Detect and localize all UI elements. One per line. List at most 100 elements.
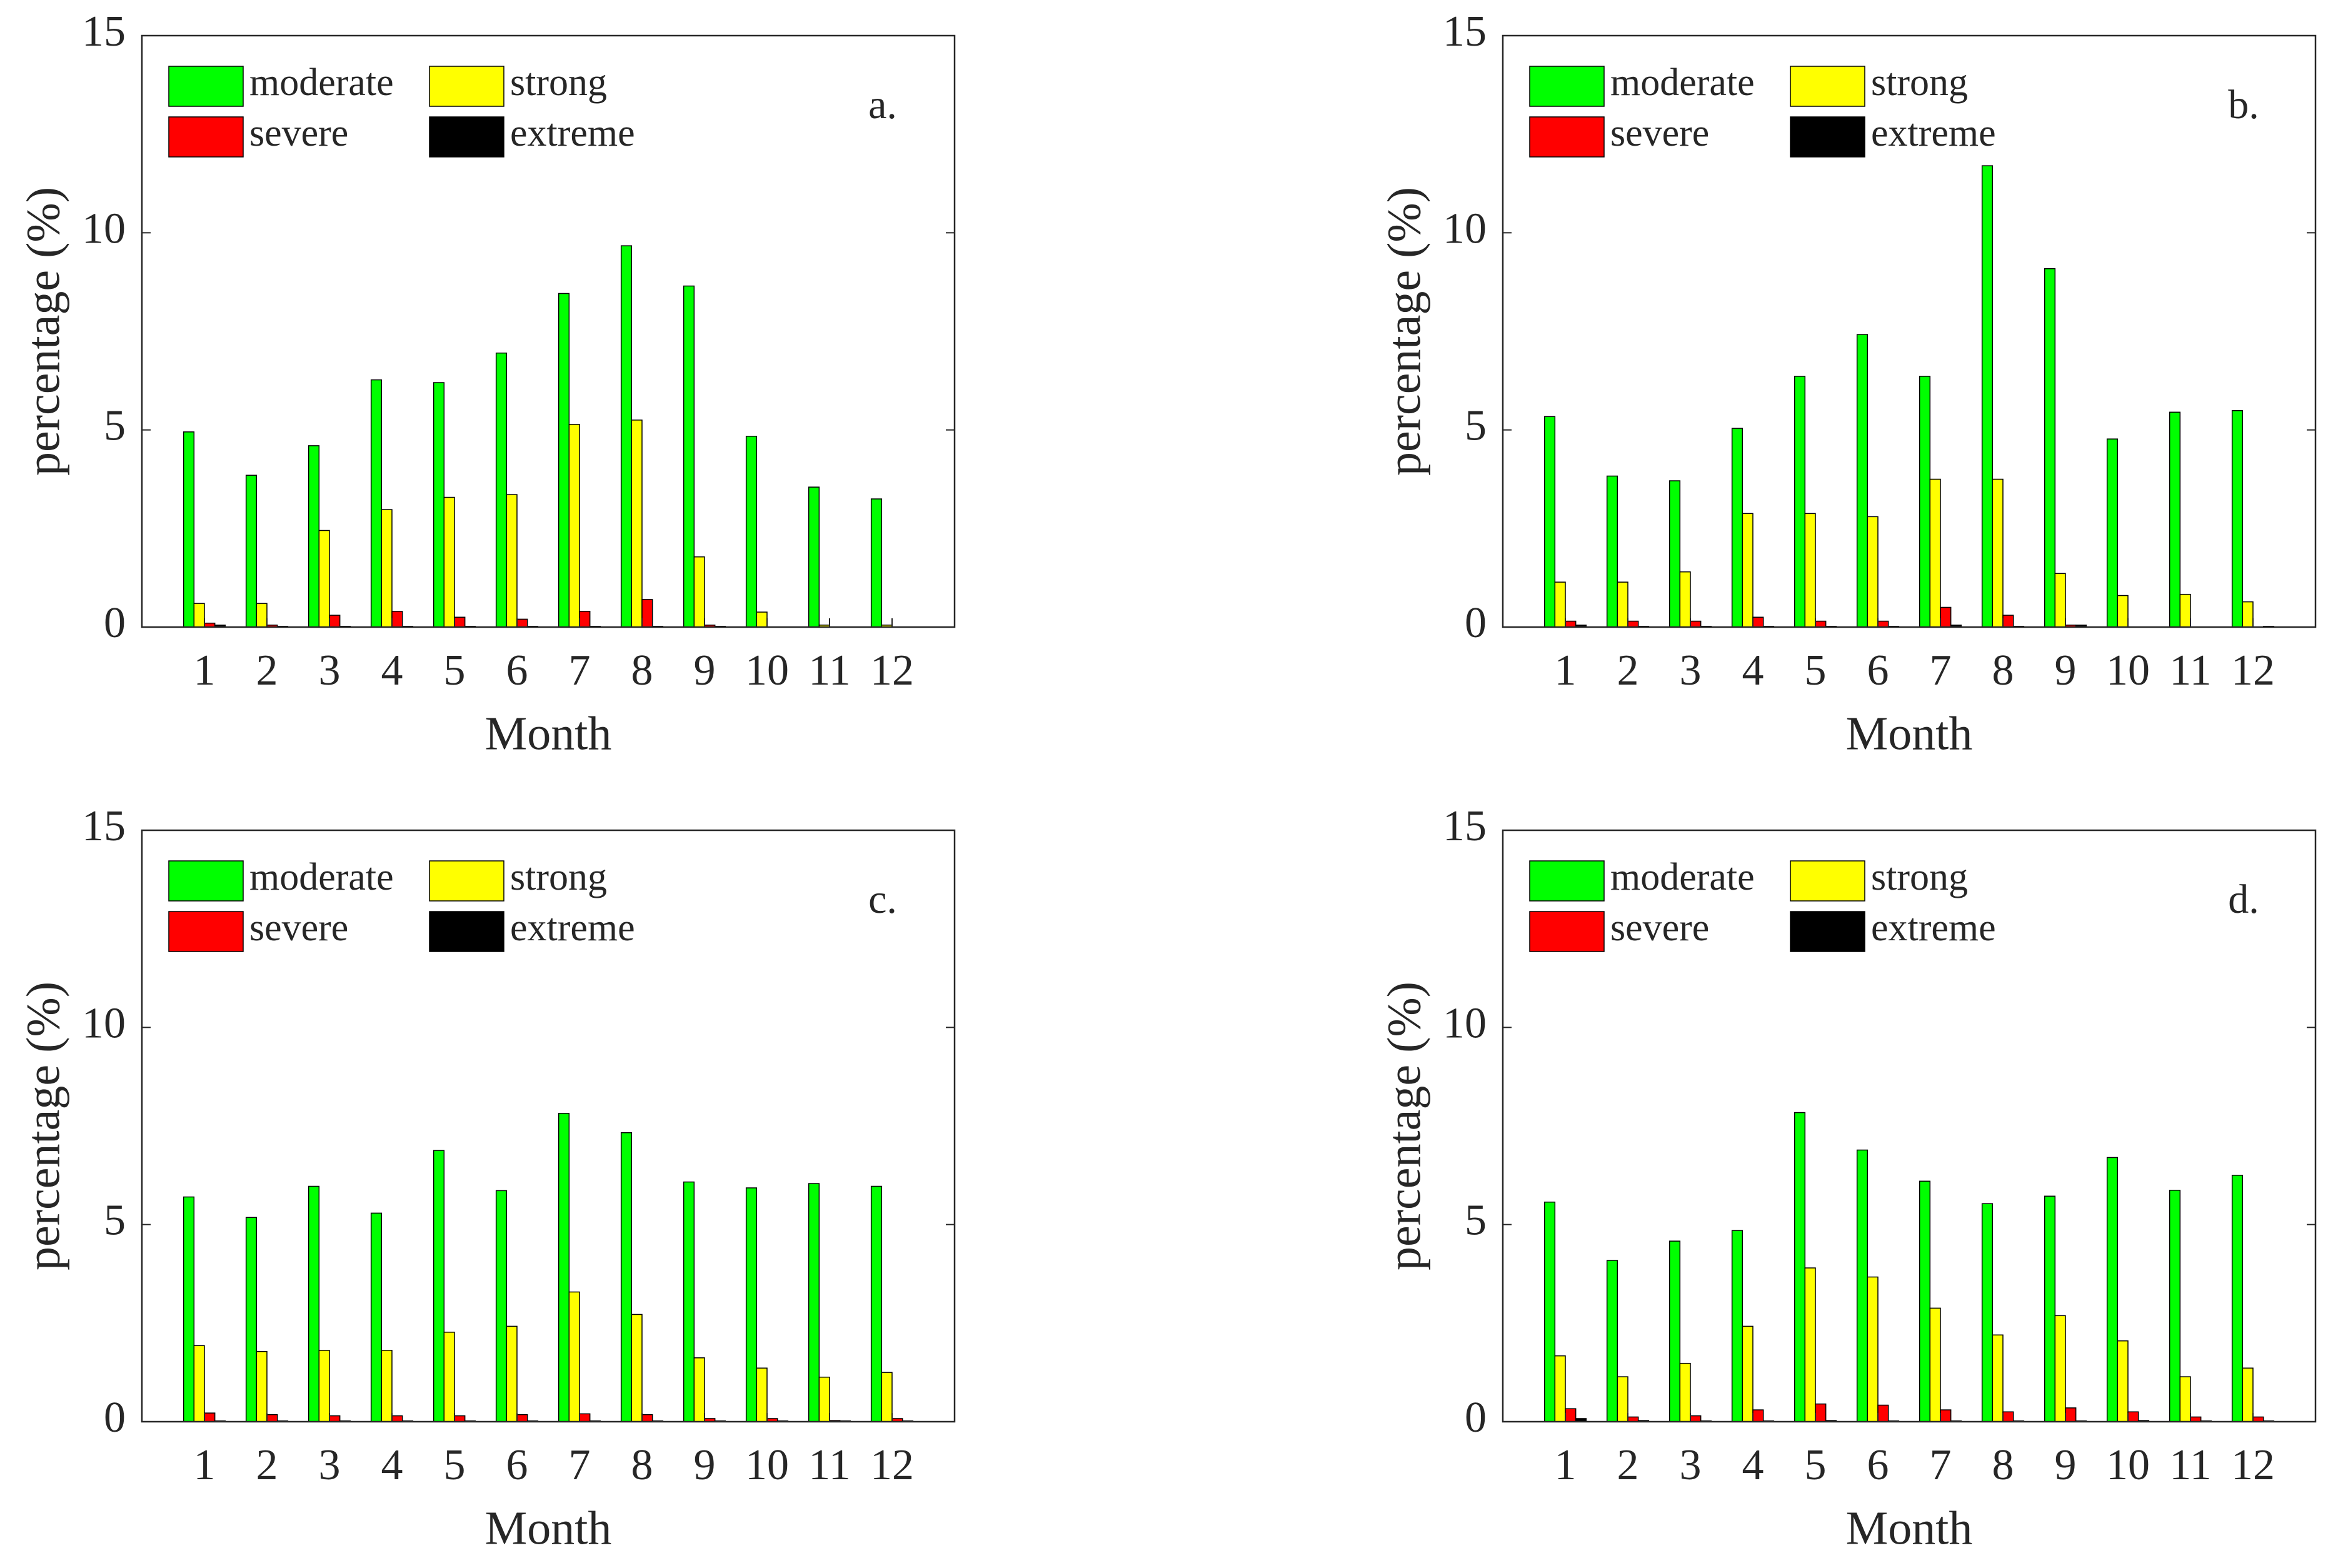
bar xyxy=(2002,615,2014,628)
bar xyxy=(183,431,195,628)
bar xyxy=(433,382,445,628)
bar xyxy=(1679,571,1691,628)
bar xyxy=(579,611,591,628)
x-tick-label: 8 xyxy=(1992,646,2014,695)
bar xyxy=(308,445,320,628)
bar xyxy=(620,245,633,628)
bar xyxy=(1992,1334,2004,1422)
bar xyxy=(1742,1325,1754,1422)
x-tick-label: 7 xyxy=(569,646,591,695)
bar xyxy=(1543,416,1556,628)
bar xyxy=(308,1185,320,1422)
legend-label: moderate xyxy=(1610,61,1755,104)
bar xyxy=(1794,1112,1806,1422)
y-axis-label: percentage (%) xyxy=(1378,982,1430,1270)
x-tick-label: 2 xyxy=(256,646,278,695)
legend-label: extreme xyxy=(510,907,635,949)
bar xyxy=(1668,480,1681,628)
legend-swatch xyxy=(1790,116,1865,158)
bar xyxy=(454,1415,466,1422)
y-tick-label: 10 xyxy=(1443,204,1487,253)
x-tick-label: 5 xyxy=(444,646,466,695)
x-tick-label: 1 xyxy=(194,646,216,695)
legend-label: severe xyxy=(249,907,348,949)
bar xyxy=(256,603,268,628)
legend-label: extreme xyxy=(1871,907,1996,949)
legend-swatch xyxy=(1529,116,1605,158)
bar xyxy=(579,1413,591,1422)
x-tick-label: 3 xyxy=(319,646,341,695)
bar xyxy=(204,1412,216,1422)
y-tick-label: 0 xyxy=(1465,1394,1487,1442)
x-tick-label: 1 xyxy=(1555,1441,1577,1489)
bar xyxy=(318,1350,330,1422)
bar xyxy=(1742,513,1754,628)
legend-swatch xyxy=(1529,66,1605,107)
bar xyxy=(516,618,528,628)
legend-label: strong xyxy=(510,856,607,898)
bar xyxy=(1690,620,1702,628)
legend-label: moderate xyxy=(1610,856,1755,898)
bar xyxy=(2106,1157,2119,1422)
bar xyxy=(2179,593,2191,628)
panel-label: d. xyxy=(2228,877,2259,922)
x-tick-label: 3 xyxy=(1680,1441,1702,1489)
legend-swatch xyxy=(168,66,244,107)
legend-swatch xyxy=(1790,860,1865,902)
bar xyxy=(193,603,205,628)
x-tick-label: 5 xyxy=(1805,1441,1827,1489)
bar xyxy=(2179,1376,2191,1422)
x-tick-label: 8 xyxy=(631,1441,653,1489)
bar xyxy=(2169,411,2181,628)
x-tick-label: 4 xyxy=(1742,1441,1764,1489)
legend-label: moderate xyxy=(249,61,394,104)
bar xyxy=(641,1414,653,1422)
panel-label: b. xyxy=(2228,82,2259,128)
bar xyxy=(1554,1355,1566,1422)
x-tick-label: 6 xyxy=(506,646,528,695)
y-tick-label: 0 xyxy=(1465,599,1487,647)
bar xyxy=(443,496,455,628)
axes-box xyxy=(141,829,956,1423)
x-tick-label: 11 xyxy=(808,646,850,695)
legend-swatch xyxy=(429,66,504,107)
legend-swatch xyxy=(1790,66,1865,107)
bar xyxy=(391,611,403,628)
bar xyxy=(256,1350,268,1422)
y-axis-label: percentage (%) xyxy=(1378,187,1430,476)
bar xyxy=(1856,334,1869,628)
legend-swatch xyxy=(429,116,504,158)
legend-label: extreme xyxy=(510,112,635,154)
x-tick-label: 12 xyxy=(870,1441,914,1489)
bar xyxy=(756,611,768,628)
bar xyxy=(1929,478,1941,628)
bar xyxy=(1940,1409,1952,1422)
bar xyxy=(516,1414,528,1422)
bar xyxy=(1815,1403,1827,1422)
axes-box xyxy=(141,34,956,628)
bar xyxy=(381,1350,393,1422)
bar xyxy=(1940,606,1952,628)
bar xyxy=(683,285,695,628)
bar xyxy=(1543,1201,1556,1422)
bar xyxy=(2106,438,2119,628)
bar xyxy=(183,1196,195,1422)
bar xyxy=(1981,165,1994,628)
y-tick-label: 15 xyxy=(82,8,126,56)
bar xyxy=(370,379,383,628)
bar xyxy=(495,352,508,628)
y-tick-label: 0 xyxy=(104,1394,126,1442)
bar xyxy=(391,1415,403,1422)
bar xyxy=(1815,620,1827,628)
x-tick-label: 7 xyxy=(1930,646,1952,695)
bar xyxy=(2044,1195,2056,1422)
y-tick-label: 10 xyxy=(1443,999,1487,1047)
axes-box xyxy=(1502,829,2317,1423)
y-tick-label: 5 xyxy=(1465,1197,1487,1245)
bar xyxy=(1919,376,1931,628)
bar xyxy=(245,475,258,628)
bar xyxy=(245,1217,258,1422)
x-tick-label: 2 xyxy=(1617,1441,1639,1489)
